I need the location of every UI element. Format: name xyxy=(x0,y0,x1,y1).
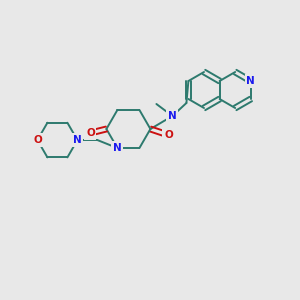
Text: O: O xyxy=(164,130,173,140)
Text: N: N xyxy=(168,111,177,121)
Text: O: O xyxy=(33,135,42,145)
Text: O: O xyxy=(86,128,95,138)
Text: N: N xyxy=(73,135,82,145)
Text: N: N xyxy=(246,76,255,86)
Text: N: N xyxy=(113,143,122,153)
